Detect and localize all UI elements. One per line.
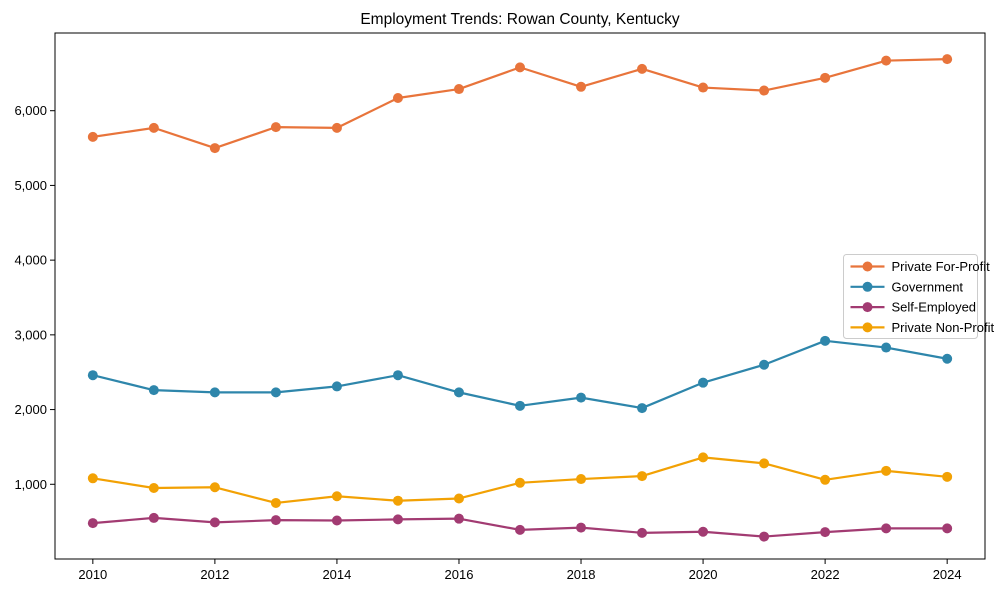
marker-private-for-profit-2013 xyxy=(270,122,281,133)
series-line-government xyxy=(91,339,949,410)
marker-private-non-profit-2016 xyxy=(453,493,464,504)
marker-private-non-profit-2021 xyxy=(759,458,770,469)
marker-private-non-profit-2011 xyxy=(148,483,159,494)
marker-self-employed-2023 xyxy=(881,523,892,534)
marker-private-non-profit-2022 xyxy=(820,474,831,485)
marker-private-non-profit-2024 xyxy=(942,471,953,482)
marker-private-non-profit-2013 xyxy=(270,497,281,508)
marker-self-employed-2024 xyxy=(942,523,953,534)
y-tick-label: 6,000 xyxy=(14,103,47,118)
marker-self-employed-2018 xyxy=(576,522,587,533)
x-tick-label: 2012 xyxy=(200,567,229,582)
marker-private-non-profit-2014 xyxy=(331,491,342,502)
marker-self-employed-2021 xyxy=(759,531,770,542)
marker-private-for-profit-2015 xyxy=(392,93,403,104)
marker-private-for-profit-2022 xyxy=(820,72,831,83)
x-tick-label: 2018 xyxy=(567,567,596,582)
marker-self-employed-2011 xyxy=(148,512,159,523)
marker-government-2011 xyxy=(148,385,159,396)
chart-title: Employment Trends: Rowan County, Kentuck… xyxy=(360,11,680,28)
marker-government-2016 xyxy=(453,387,464,398)
marker-private-for-profit-2023 xyxy=(881,55,892,66)
x-tick-label: 2010 xyxy=(78,567,107,582)
marker-government-2021 xyxy=(759,359,770,370)
marker-private-for-profit-2017 xyxy=(515,62,525,73)
marker-private-non-profit-2020 xyxy=(698,452,709,463)
x-tick-label: 2024 xyxy=(933,567,962,582)
marker-self-employed-2016 xyxy=(453,513,464,524)
x-tick-label: 2014 xyxy=(322,567,351,582)
x-tick-label: 2022 xyxy=(811,567,840,582)
y-tick-label: 2,000 xyxy=(14,402,47,417)
plot-area: 1,000 2,000 3,000 4,000 5,000 6,000 2010 2012 20… xyxy=(14,32,995,582)
marker-self-employed-2019 xyxy=(637,527,648,538)
axes-frame xyxy=(54,32,986,560)
legend-label-self-employed: Self-Employed xyxy=(892,300,977,315)
marker-self-employed-2013 xyxy=(270,515,281,526)
marker-government-2018 xyxy=(576,392,587,403)
marker-private-for-profit-2019 xyxy=(637,63,648,74)
legend-label-government: Government xyxy=(892,279,964,294)
marker-government-2014 xyxy=(331,381,342,392)
marker-government-2012 xyxy=(209,387,220,398)
marker-government-2023 xyxy=(881,342,892,353)
y-tick-label: 1,000 xyxy=(14,477,47,492)
marker-government-2015 xyxy=(392,370,403,381)
marker-private-for-profit-2010 xyxy=(87,131,98,142)
marker-private-for-profit-2018 xyxy=(576,81,587,92)
marker-government-2024 xyxy=(942,353,953,364)
marker-private-non-profit-2019 xyxy=(637,471,648,482)
legend-marker-private-non-profit xyxy=(862,322,873,333)
marker-self-employed-2010 xyxy=(87,518,98,529)
marker-private-non-profit-2010 xyxy=(87,473,98,484)
legend-item-self-employed: Self-Employed xyxy=(850,300,977,315)
marker-private-for-profit-2011 xyxy=(148,122,159,133)
marker-private-for-profit-2021 xyxy=(759,85,770,96)
legend: Private For-Profit Government Self-Employe… xyxy=(843,254,995,339)
marker-private-non-profit-2012 xyxy=(209,482,220,493)
marker-self-employed-2012 xyxy=(209,517,220,528)
series-line-private-for-profit xyxy=(91,58,949,150)
legend-marker-self-employed xyxy=(862,302,873,313)
marker-government-2020 xyxy=(698,377,709,388)
legend-label-private-non-profit: Private Non-Profit xyxy=(892,320,995,335)
marker-government-2013 xyxy=(270,387,281,398)
y-tick-label: 4,000 xyxy=(14,253,47,268)
legend-item-government: Government xyxy=(850,279,964,294)
marker-government-2022 xyxy=(820,335,831,346)
marker-private-non-profit-2017 xyxy=(515,477,525,488)
marker-private-for-profit-2014 xyxy=(331,122,342,133)
marker-private-for-profit-2024 xyxy=(942,54,953,65)
legend-label-private-for-profit: Private For-Profit xyxy=(892,259,991,274)
y-tick-label: 3,000 xyxy=(14,327,47,342)
marker-private-for-profit-2016 xyxy=(453,84,464,95)
legend-marker-government xyxy=(862,281,873,292)
x-tick-label: 2016 xyxy=(445,567,474,582)
marker-self-employed-2014 xyxy=(331,515,342,526)
marker-government-2010 xyxy=(87,370,98,381)
legend-marker-private-for-profit xyxy=(862,261,873,272)
marker-self-employed-2015 xyxy=(392,514,403,525)
marker-private-non-profit-2018 xyxy=(576,474,587,485)
x-tick-label: 2020 xyxy=(689,567,718,582)
marker-private-for-profit-2012 xyxy=(209,143,220,154)
marker-private-non-profit-2023 xyxy=(881,465,892,476)
marker-government-2017 xyxy=(515,400,525,411)
marker-private-for-profit-2020 xyxy=(698,82,709,93)
marker-self-employed-2022 xyxy=(820,527,831,538)
legend-box xyxy=(843,254,978,339)
legend-item-private-for-profit: Private For-Profit xyxy=(850,259,991,274)
marker-self-employed-2017 xyxy=(515,524,525,535)
marker-self-employed-2020 xyxy=(698,526,709,537)
legend-item-private-non-profit: Private Non-Profit xyxy=(850,320,995,335)
marker-government-2019 xyxy=(637,403,648,414)
marker-private-non-profit-2015 xyxy=(392,495,403,506)
y-tick-label: 5,000 xyxy=(14,178,47,193)
